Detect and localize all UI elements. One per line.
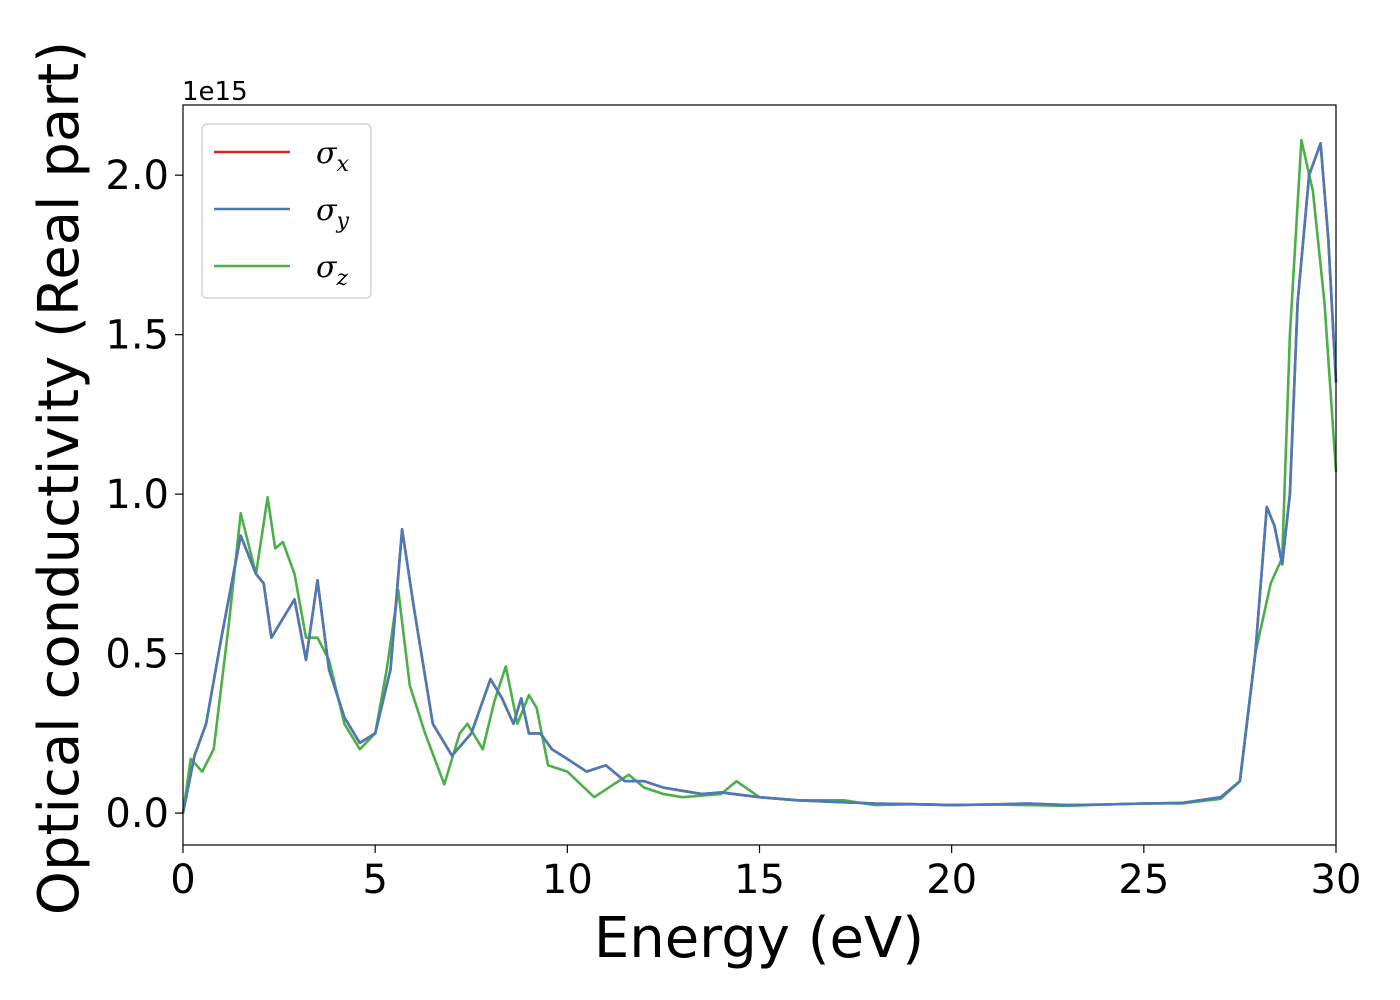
- legend-label-y: σy: [316, 193, 349, 234]
- y-tick-label: 2.0: [105, 153, 169, 199]
- y-tick-label: 0.5: [105, 632, 169, 678]
- legend-box: [201, 123, 372, 299]
- legend-label-subscript: z: [335, 266, 348, 291]
- x-tick-label: 25: [1118, 857, 1169, 903]
- y-tick-label: 1.5: [105, 313, 169, 359]
- x-tick-label: 30: [1311, 857, 1362, 903]
- y-tick-label: 0.0: [105, 791, 169, 837]
- plot-lines: [181, 138, 1338, 814]
- legend-label-subscript: x: [336, 152, 349, 177]
- legend-label-base: σ: [316, 250, 338, 285]
- x-axis-label: Energy (eV): [594, 906, 924, 971]
- x-tick-label: 15: [734, 857, 785, 903]
- y-tick-label: 1.0: [105, 472, 169, 518]
- x-axis: 0 5 10 15 20 25 30: [170, 845, 1361, 903]
- legend-label-z: σz: [316, 250, 348, 291]
- x-tick-label: 0: [170, 857, 195, 903]
- x-tick-label: 10: [542, 857, 593, 903]
- series-line-y: [181, 142, 1338, 814]
- legend-label-base: σ: [316, 193, 338, 228]
- x-tick-label: 20: [926, 857, 977, 903]
- legend-label-subscript: y: [335, 209, 349, 234]
- legend-label-x: σx: [316, 136, 349, 177]
- y-offset-label: 1e15: [182, 77, 248, 107]
- y-axis: 0.0 0.5 1.0 1.5 2.0: [105, 153, 183, 837]
- legend-label-base: σ: [316, 136, 338, 171]
- y-axis-label: Optical conductivity (Real part): [27, 41, 92, 915]
- x-tick-label: 5: [362, 857, 387, 903]
